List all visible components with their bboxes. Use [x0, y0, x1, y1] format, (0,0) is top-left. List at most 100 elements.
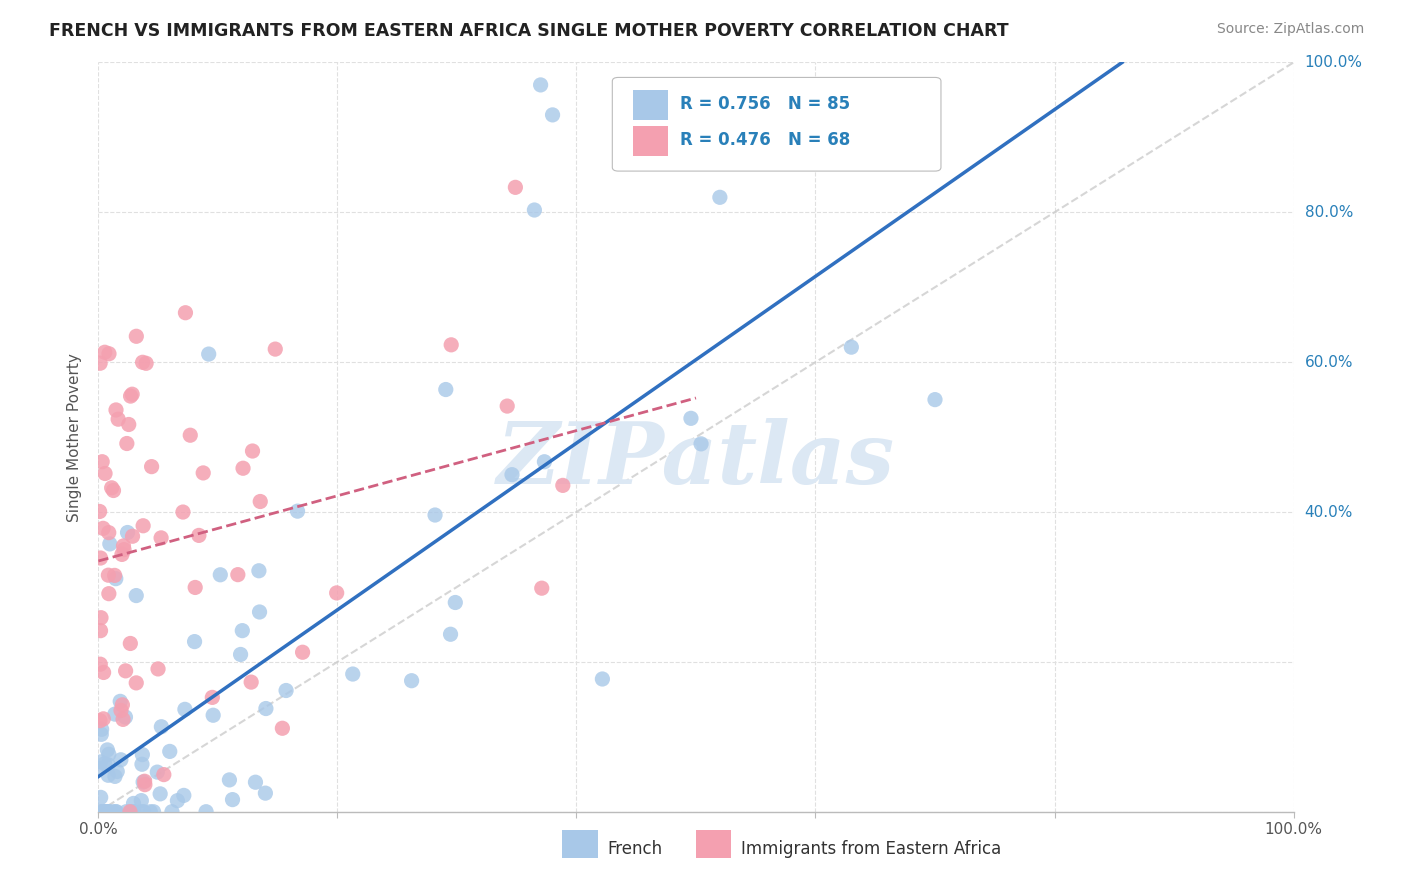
Point — [271, 721, 294, 735]
Point — [149, 787, 172, 801]
Point — [100, 481, 122, 495]
Point — [530, 78, 553, 92]
Point — [120, 389, 142, 403]
Point — [104, 572, 127, 586]
Point — [325, 586, 347, 600]
Point — [193, 466, 215, 480]
Point — [232, 461, 254, 475]
Point — [125, 329, 148, 343]
Point — [94, 467, 117, 481]
Point — [131, 747, 153, 762]
Point — [120, 805, 142, 819]
Point — [125, 589, 148, 603]
Point — [249, 605, 271, 619]
Point — [153, 767, 176, 781]
Point — [90, 755, 112, 769]
Point — [90, 610, 112, 624]
Point — [439, 627, 461, 641]
Text: FRENCH VS IMMIGRANTS FROM EASTERN AFRICA SINGLE MOTHER POVERTY CORRELATION CHART: FRENCH VS IMMIGRANTS FROM EASTERN AFRICA… — [49, 22, 1010, 40]
Bar — [633, 126, 668, 156]
Text: French: French — [607, 840, 662, 858]
Point — [89, 624, 111, 638]
Point — [98, 537, 121, 551]
Point — [709, 190, 731, 204]
Point — [134, 774, 156, 789]
Point — [173, 789, 195, 803]
Point — [444, 595, 467, 609]
Text: ZIPatlas: ZIPatlas — [496, 417, 896, 501]
Point — [93, 665, 115, 680]
Point — [89, 356, 111, 370]
Point — [197, 347, 219, 361]
Point — [141, 459, 163, 474]
Point — [105, 764, 128, 779]
Point — [679, 411, 702, 425]
Bar — [633, 90, 668, 120]
Point — [150, 720, 173, 734]
Point — [114, 710, 136, 724]
Point — [96, 743, 118, 757]
Point — [112, 539, 135, 553]
Point — [132, 805, 155, 819]
Point — [174, 702, 197, 716]
Point — [245, 775, 267, 789]
Point — [122, 805, 145, 819]
Point — [254, 786, 277, 800]
Point — [591, 672, 613, 686]
Point — [132, 518, 155, 533]
Point — [174, 306, 197, 320]
Point — [231, 624, 253, 638]
Text: 40.0%: 40.0% — [1305, 505, 1353, 519]
Point — [91, 712, 114, 726]
Point — [96, 805, 118, 819]
Text: R = 0.476   N = 68: R = 0.476 N = 68 — [681, 130, 851, 149]
Point — [195, 805, 218, 819]
Point — [115, 436, 138, 450]
Point — [97, 768, 120, 782]
Text: R = 0.756   N = 85: R = 0.756 N = 85 — [681, 95, 851, 112]
Point — [183, 634, 205, 648]
Point — [240, 675, 263, 690]
Point — [134, 778, 156, 792]
Point — [118, 417, 141, 432]
Point — [135, 356, 157, 370]
Point — [146, 662, 169, 676]
Point — [98, 347, 121, 361]
Point — [114, 664, 136, 678]
Point — [166, 794, 188, 808]
Point — [93, 756, 115, 771]
Point — [89, 805, 111, 819]
Point — [423, 508, 446, 522]
Point — [105, 805, 128, 819]
Y-axis label: Single Mother Poverty: Single Mother Poverty — [67, 352, 83, 522]
Point — [690, 437, 713, 451]
Point — [97, 747, 120, 762]
Point — [112, 542, 135, 557]
Point — [530, 581, 553, 595]
Point — [104, 707, 127, 722]
Point — [226, 567, 249, 582]
Point — [110, 694, 132, 708]
Point — [89, 657, 111, 672]
Point — [146, 765, 169, 780]
Point — [131, 757, 153, 772]
Point — [287, 504, 309, 518]
Point — [103, 483, 125, 498]
Point — [187, 528, 209, 542]
Point — [97, 805, 120, 819]
Point — [172, 505, 194, 519]
Point — [122, 797, 145, 811]
FancyBboxPatch shape — [613, 78, 941, 171]
Point — [131, 794, 153, 808]
Point — [523, 202, 546, 217]
Text: Immigrants from Eastern Africa: Immigrants from Eastern Africa — [741, 840, 1001, 858]
Point — [184, 581, 207, 595]
Text: 60.0%: 60.0% — [1305, 355, 1353, 369]
Point — [533, 455, 555, 469]
Point — [440, 338, 463, 352]
Point — [434, 383, 457, 397]
Point — [90, 727, 112, 741]
Point — [291, 645, 314, 659]
Point — [115, 805, 138, 819]
Point — [551, 478, 574, 492]
